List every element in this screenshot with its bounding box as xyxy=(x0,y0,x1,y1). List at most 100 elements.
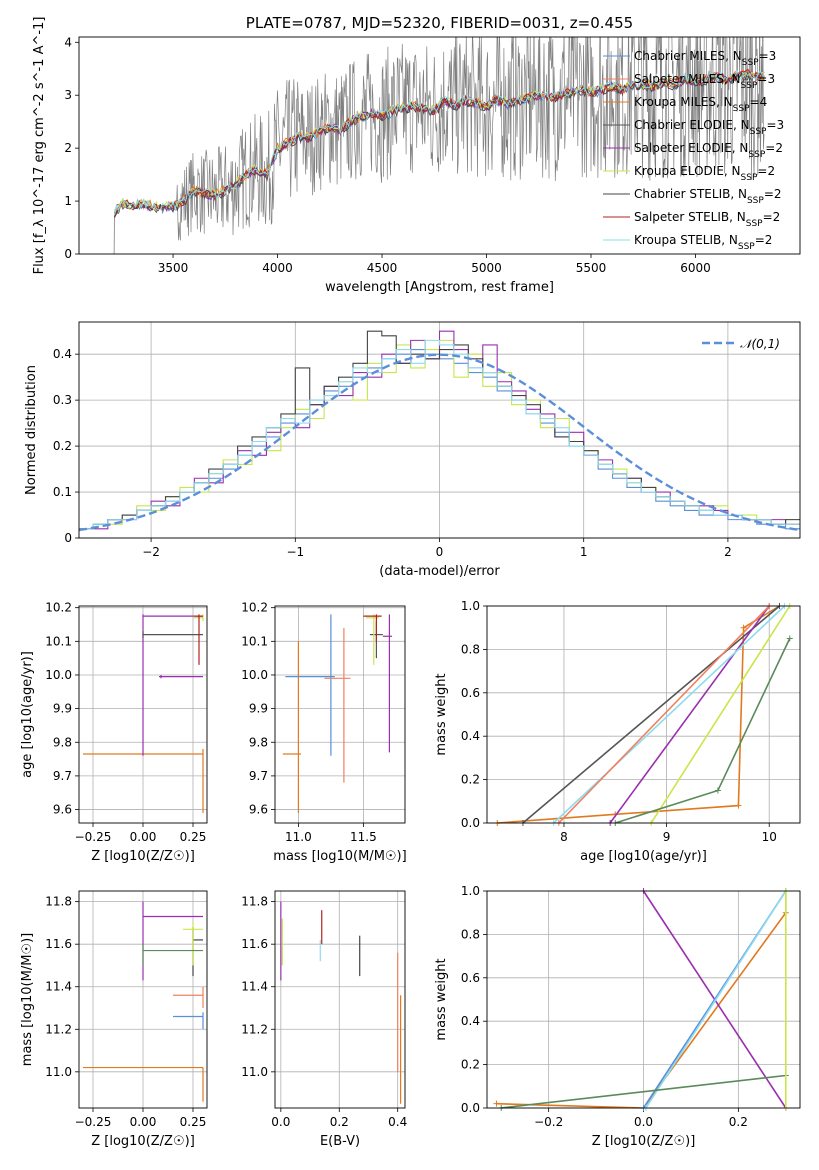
y-axis-label: mass [log10(M/M☉)] xyxy=(20,933,35,1066)
legend-entry: Chabrier ELODIE, NSSP=3 xyxy=(634,118,784,137)
y-tick-label: 11.4 xyxy=(241,980,268,994)
axes-frame xyxy=(274,605,406,824)
y-tick-label: 10.2 xyxy=(45,601,72,615)
axes-panel-2: −0.25 0.00 0.25 9.6 9.7 9.8 9.9 10.0 10.1 10.2 Z [… xyxy=(20,601,208,864)
x-tick-label: 0.4 xyxy=(388,1115,407,1129)
x-tick-label: 0.25 xyxy=(180,830,207,844)
x-tick-label: 0.0 xyxy=(634,1115,653,1129)
axes-panel-3: 11.0 11.5 9.6 9.7 9.8 9.9 10.0 10.1 10.2 mass [lo… xyxy=(241,601,406,864)
legend-entry: Kroupa ELODIE, NSSP=2 xyxy=(634,164,775,183)
weight-line-4 xyxy=(553,605,786,824)
histogram-4 xyxy=(79,339,800,530)
x-tick-label: −2 xyxy=(142,545,160,559)
x-tick-label: 11.5 xyxy=(350,830,377,844)
y-tick-label: 10.2 xyxy=(241,601,268,615)
x-tick-label: 0.0 xyxy=(271,1115,290,1129)
x-tick-label: −0.25 xyxy=(75,830,112,844)
y-tick-label: 11.4 xyxy=(45,980,72,994)
axes-panel-1: −2 −1 0 1 2 0 0.1 0.2 0.3 0.4 (data-model)/error No… xyxy=(24,321,801,579)
y-tick-label: 11.0 xyxy=(45,1065,72,1079)
y-axis-label: mass weight xyxy=(434,958,449,1040)
y-axis-label: mass weight xyxy=(434,673,449,755)
y-tick-label: 9.9 xyxy=(53,702,72,716)
y-tick-label: 10.1 xyxy=(45,634,72,648)
x-tick-label: 5500 xyxy=(576,261,607,275)
y-tick-label: 4 xyxy=(64,35,72,49)
axes-panel-6: 0.0 0.2 0.4 11.0 11.2 11.4 11.6 11.8 E(B-V) xyxy=(241,890,407,1149)
y-tick-label: 10.0 xyxy=(45,668,72,682)
legend-entry: Salpeter MILES, NSSP=3 xyxy=(634,72,775,91)
weight-line-6 xyxy=(615,638,791,824)
x-tick-label: 11.0 xyxy=(285,830,312,844)
weight-line-4 xyxy=(501,1074,786,1109)
axes-frame xyxy=(78,890,208,1109)
legend-entry: Chabrier STELIB, NSSP=2 xyxy=(634,187,782,206)
y-tick-label: 11.2 xyxy=(241,1022,268,1036)
axes-frame xyxy=(78,36,801,255)
y-axis-label: age [log10(age/yr)] xyxy=(20,651,35,778)
y-tick-label: 11.8 xyxy=(241,895,268,909)
x-tick-label: 0.2 xyxy=(330,1115,349,1129)
legend: Chabrier MILES, NSSP=3 Salpeter MILES, NS… xyxy=(603,49,784,252)
y-tick-label: 0.2 xyxy=(53,439,72,453)
y-tick-label: 1.0 xyxy=(461,884,480,898)
y-tick-label: 0.6 xyxy=(461,971,480,985)
x-tick-label: 0 xyxy=(436,545,444,559)
y-tick-label: 2 xyxy=(64,141,72,155)
x-axis-label: Z [log10(Z/Z☉)] xyxy=(91,849,195,864)
x-tick-label: 0.25 xyxy=(180,1115,207,1129)
x-tick-label: −1 xyxy=(286,545,304,559)
y-tick-label: 10.1 xyxy=(241,634,268,648)
y-tick-label: 9.6 xyxy=(249,803,268,817)
weight-line-0 xyxy=(496,891,787,1109)
axes-panel-4: 8 9 10 0.0 0.2 0.4 0.6 0.8 1.0 age [log10(age/yr)… xyxy=(434,599,801,864)
y-tick-label: 11.6 xyxy=(45,937,72,951)
y-tick-label: 0.6 xyxy=(461,686,480,700)
x-tick-label: 3500 xyxy=(158,261,189,275)
y-tick-label: 0.1 xyxy=(53,485,72,499)
x-tick-label: 8 xyxy=(560,830,568,844)
axes-frame xyxy=(78,321,801,539)
y-tick-label: 0 xyxy=(64,247,72,261)
y-axis-label: Flux [f_λ 10^-17 erg cm^-2 s^-1 A^-1] xyxy=(32,17,47,275)
y-tick-label: 11.6 xyxy=(241,937,268,951)
axes-frame xyxy=(486,605,801,824)
legend-entry: Chabrier MILES, NSSP=3 xyxy=(634,49,776,68)
y-tick-label: 9.7 xyxy=(249,769,268,783)
axes-panel-5: −0.25 0.00 0.25 11.0 11.2 11.4 11.6 11.8 Z [log1… xyxy=(20,890,208,1149)
y-tick-label: 0.4 xyxy=(461,1014,480,1028)
legend-entry: Kroupa MILES, NSSP=4 xyxy=(634,95,767,114)
weight-line-1 xyxy=(522,605,781,824)
y-tick-label: 9.8 xyxy=(53,735,72,749)
y-tick-label: 0.3 xyxy=(53,393,72,407)
x-tick-label: 0.00 xyxy=(130,830,157,844)
y-tick-label: 0.2 xyxy=(461,773,480,787)
y-axis-label: Normed distribution xyxy=(24,365,39,495)
y-tick-label: 9.8 xyxy=(249,735,268,749)
y-tick-label: 11.2 xyxy=(45,1022,72,1036)
legend-entry: Kroupa STELIB, NSSP=2 xyxy=(634,233,772,252)
x-tick-label: 0.2 xyxy=(729,1115,748,1129)
weight-marker xyxy=(786,635,793,642)
y-tick-label: 0.0 xyxy=(461,1101,480,1115)
y-tick-label: 11.0 xyxy=(241,1065,268,1079)
chart-title: PLATE=0787, MJD=52320, FIBERID=0031, z=0… xyxy=(246,14,633,32)
x-axis-label: wavelength [Angstrom, rest frame] xyxy=(325,280,554,295)
weight-marker xyxy=(714,787,721,794)
legend-entry: Salpeter ELODIE, NSSP=2 xyxy=(634,141,783,160)
x-axis-label: age [log10(age/yr)] xyxy=(580,849,707,864)
weight-line-5 xyxy=(558,605,770,824)
x-tick-label: 10 xyxy=(762,830,777,844)
x-axis-label: E(B-V) xyxy=(320,1134,360,1149)
x-axis-label: mass [log10(M/M☉)] xyxy=(273,849,406,864)
y-tick-label: 1.0 xyxy=(461,599,480,613)
y-tick-label: 0.4 xyxy=(53,347,72,361)
weight-line-3 xyxy=(645,890,787,1109)
y-tick-label: 10.0 xyxy=(241,668,268,682)
weight-line-2 xyxy=(609,605,770,824)
axes-frame xyxy=(274,890,406,1109)
axes-panel-0: 3500 4000 4500 5000 5500 6000 0 1 2 3 4 wavelength … xyxy=(32,17,801,295)
y-tick-label: 0.2 xyxy=(461,1058,480,1072)
x-axis-label: Z [log10(Z/Z☉)] xyxy=(91,1134,195,1149)
